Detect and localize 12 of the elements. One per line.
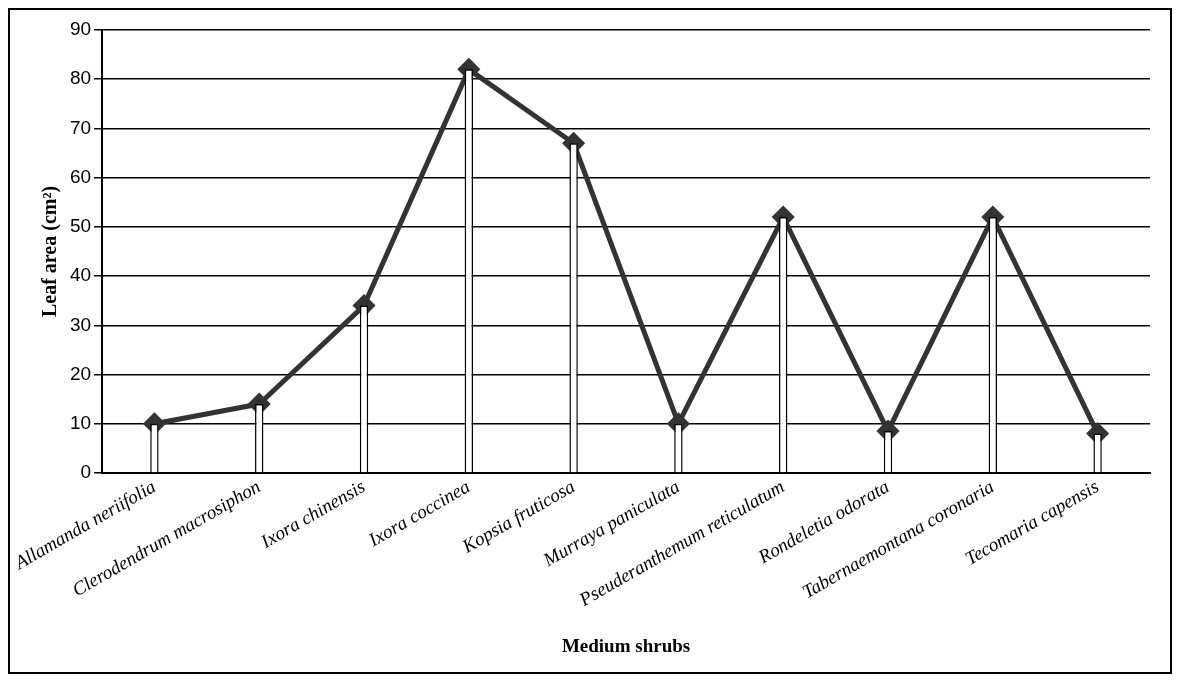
y-tick-label: 40 — [69, 264, 92, 286]
y-tick-label: 80 — [69, 67, 92, 89]
y-tick-label: 10 — [69, 411, 92, 433]
y-tick-label: 30 — [69, 313, 92, 335]
y-tick-label: 50 — [69, 215, 92, 237]
y-tick-label: 20 — [69, 362, 92, 384]
y-tick-label: 0 — [80, 461, 92, 483]
y-axis-title: Leaf area (cm²) — [38, 185, 62, 318]
y-tick-label: 60 — [69, 165, 92, 187]
y-tick-label: 70 — [69, 116, 92, 138]
y-tick-label: 90 — [69, 18, 92, 40]
x-axis-title: Medium shrubs — [561, 634, 691, 656]
